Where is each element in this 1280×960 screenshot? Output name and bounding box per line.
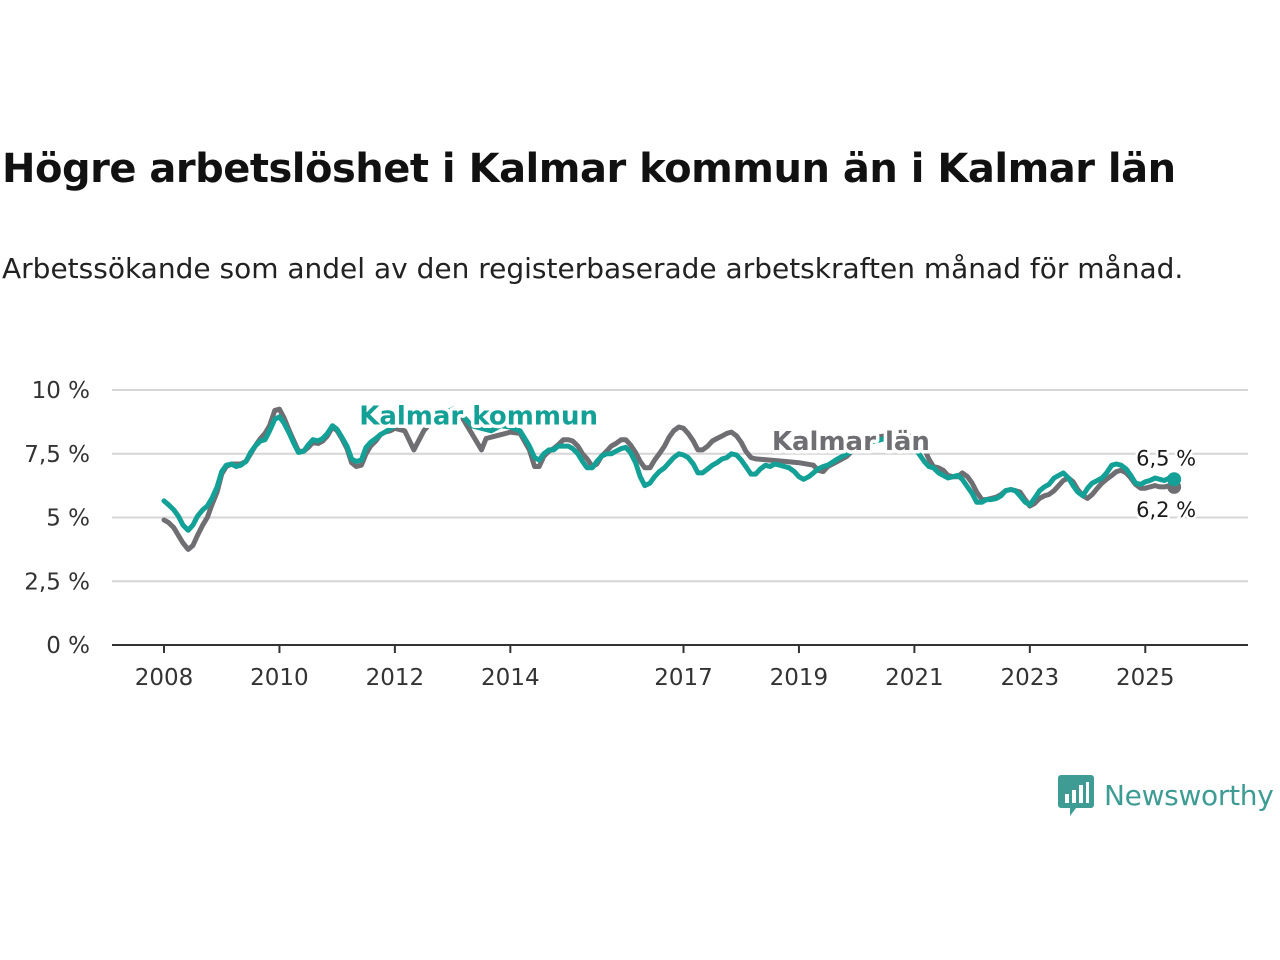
brand-name: Newsworthy [1104,778,1274,812]
series-labels: 6,2 % 6,5 % Kalmar kommun Kalmar län [356,398,1199,524]
x-tick-label: 2021 [885,665,944,691]
y-tick-label: 7,5 % [24,442,90,468]
y-tick-label: 0 % [46,633,90,659]
chart-subtitle: Arbetssökande som andel av den registerb… [2,252,1184,285]
x-tick-label: 2019 [770,665,829,691]
x-tick-label: 2012 [366,665,425,691]
y-axis-ticks: 0 % 2,5 % 5 % 7,5 % 10 % [24,378,90,659]
end-value-label: 6,2 % [1136,498,1196,522]
x-tick-label: 2025 [1116,665,1175,691]
series-line-kalmar-l-n [161,406,1177,552]
x-tick-label: 2014 [481,665,540,691]
chart-title: Högre arbetslöshet i Kalmar kommun än i … [2,146,1176,192]
series-name-label: Kalmar kommun [359,401,598,431]
y-tick-label: 5 % [46,506,90,532]
end-value-label: 6,5 % [1136,446,1196,470]
series-name-label: Kalmar län [772,427,930,457]
series-line-kalmar-kommun [161,406,1177,533]
x-tick-label: 2010 [250,665,309,691]
series-lines [161,406,1182,552]
end-point-kalmar-kommun [1167,472,1182,487]
x-axis-ticks: 2008 2010 2012 2014 2017 2019 2021 2023 2025 [135,645,1175,691]
newsworthy-logo: Newsworthy [1058,773,1274,817]
y-tick-label: 10 % [32,378,90,404]
x-tick-label: 2023 [1001,665,1060,691]
x-tick-label: 2017 [654,665,713,691]
newsworthy-logo-icon [1058,775,1094,816]
y-tick-label: 2,5 % [24,569,90,595]
x-tick-label: 2008 [135,665,194,691]
